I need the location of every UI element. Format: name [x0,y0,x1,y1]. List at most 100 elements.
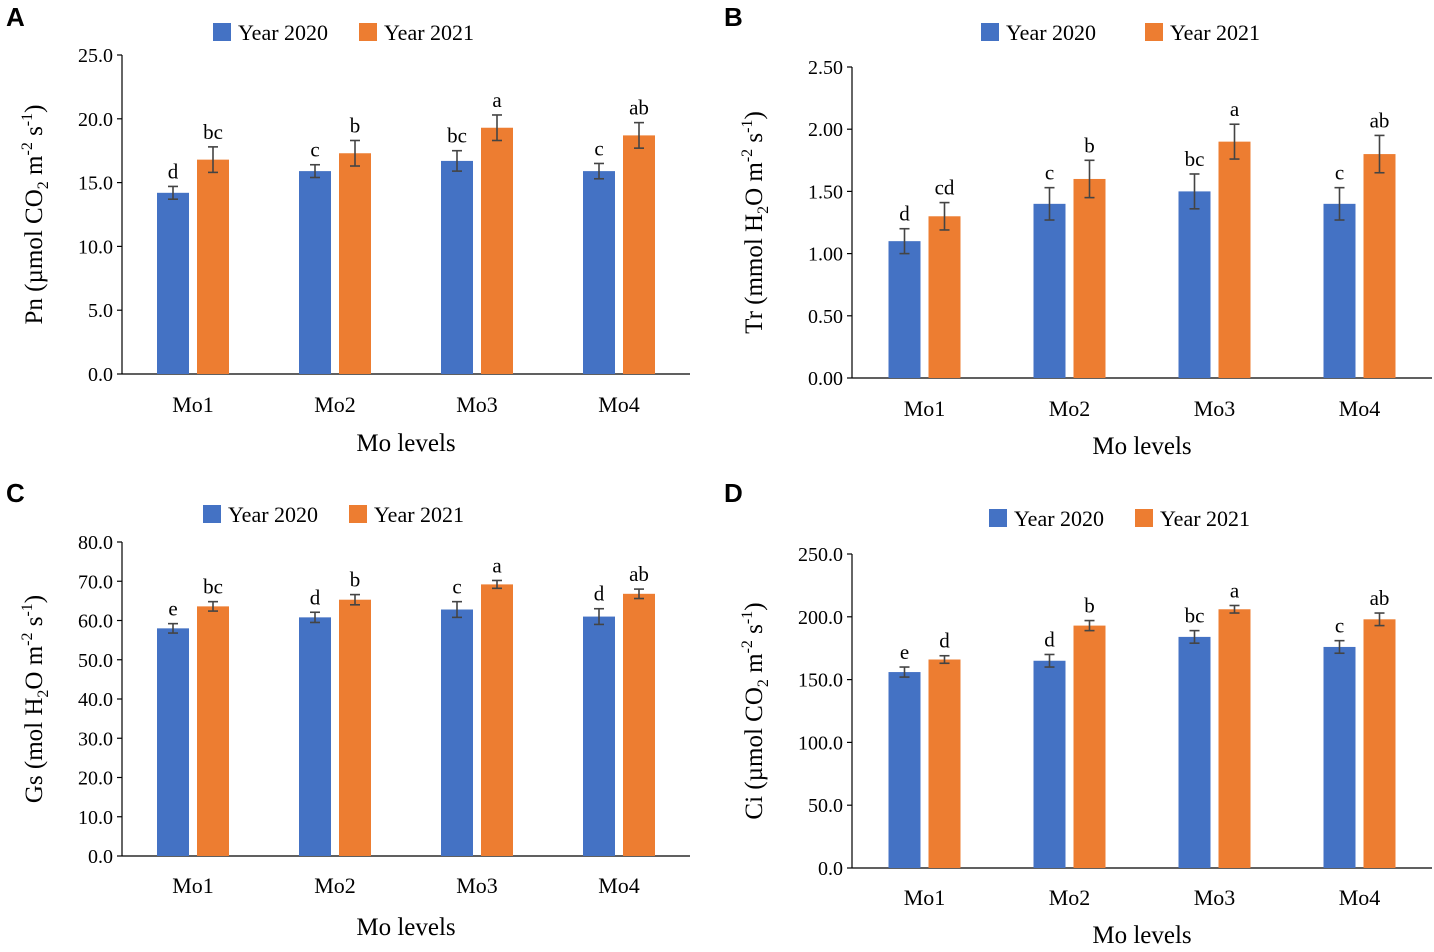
y-tick-label: 80.0 [78,532,113,554]
y-tick-label: 20.0 [78,768,113,790]
bar-2020 [441,609,473,856]
bar-2021 [339,599,371,856]
y-axis-title-script: 2 [755,679,772,687]
x-category-label: Mo1 [172,873,214,898]
x-category-label: Mo2 [314,873,356,898]
significance-letter: b [350,568,361,592]
y-tick-label: 10.0 [78,807,113,829]
panel-c: C Year 2020 Year 2021 0.0 10.0 20.0 30.0 40.0 50… [6,478,690,941]
significance-letter: c [310,138,319,162]
bar-2020 [1033,660,1066,868]
x-category-label: Mo4 [1339,396,1381,421]
y-axis-title-script: -1 [19,603,36,616]
significance-letter: ab [1370,108,1390,132]
legend-label: Year 2020 [1006,20,1096,45]
significance-letter: c [452,575,461,599]
y-tick-label: 2.00 [808,119,843,141]
bar-2020 [299,171,331,374]
y-tick-label: 0.50 [808,306,843,328]
significance-letter: ab [629,562,649,586]
y-axis-title-part: Pn (µmol CO [21,189,48,324]
bar-2021 [623,135,655,374]
y-tick-label: 20.0 [78,109,113,131]
y-tick-label: 200.0 [798,607,843,629]
x-category-label: Mo2 [314,392,356,417]
panel-d: D Year 2020 Year 2021 0.0 50.0 100.0 150.0 200.… [724,478,1432,949]
y-axis-title-script: -1 [739,120,756,133]
bar-2020 [888,672,921,868]
y-tick-label: 60.0 [78,611,113,633]
x-axis-title: Mo levels [356,430,455,457]
panel-letter: A [6,2,25,32]
y-tick-label: 10.0 [78,236,113,258]
y-axis-title-script: -2 [739,149,756,162]
significance-letter: d [899,202,910,226]
legend-swatch-2020 [989,509,1007,527]
bar-2021 [197,606,229,856]
y-axis-title-part: O m [741,162,768,206]
bar-2021 [928,216,961,378]
y-axis-title-part: Gs (mol H [21,698,48,804]
y-axis-title-part: ) [21,105,48,113]
y-axis-title-part: s [741,624,768,640]
panel-b: B Year 2020 Year 2021 0.00 0.50 1.00 1.50 2.00 2… [724,2,1432,460]
y-tick-label: 100.0 [798,732,843,754]
x-category-label: Mo1 [904,885,946,910]
bar-2021 [623,593,655,856]
y-tick-label: 150.0 [798,670,843,692]
bar-2021 [339,153,371,374]
bar-2020 [583,171,615,374]
x-axis-title: Mo levels [1092,433,1191,460]
x-category-label: Mo1 [904,396,946,421]
y-axis-title-part: s [21,617,48,633]
bar-2021 [481,127,513,375]
y-axis-title-part: Ci (µmol CO [741,687,768,819]
y-tick-label: 250.0 [798,544,843,566]
y-axis-title-part: O m [21,645,48,689]
legend-swatch-2020 [213,23,231,41]
legend-swatch-2021 [349,505,367,523]
y-axis-title: Ci (µmol CO2 m-2 s-1) [739,602,772,819]
y-tick-label: 1.00 [808,244,843,266]
y-axis-title-part: m [741,653,768,679]
y-axis-title-script: -2 [19,142,36,155]
significance-letter: c [1335,614,1344,638]
significance-letter: a [492,553,502,577]
legend-swatch-2021 [359,23,377,41]
y-axis-title: Gs (mol H2O m-2 s-1) [19,595,52,803]
y-axis-title-part: ) [741,111,768,119]
panel-letter: D [724,478,743,508]
x-category-label: Mo4 [598,873,640,898]
x-category-label: Mo3 [456,873,498,898]
bar-2021 [197,159,229,374]
y-axis-title-script: -2 [739,640,756,653]
bar-2020 [1178,191,1211,378]
bar-2020 [583,616,615,856]
bar-2021 [1363,154,1396,378]
y-tick-label: 5.0 [88,300,113,322]
significance-letter: bc [203,120,223,144]
y-axis-title-part: ) [21,595,48,603]
bar-2021 [481,584,513,856]
significance-letter: a [492,88,502,112]
y-axis-title: Pn (µmol CO2 m-2 s-1) [19,105,52,325]
x-category-label: Mo3 [1194,396,1236,421]
x-category-label: Mo3 [1194,885,1236,910]
significance-letter: bc [447,124,467,148]
y-tick-label: 0.0 [88,846,113,868]
significance-letter: c [1045,161,1054,185]
bar-2021 [1073,178,1106,378]
panel-a: A Year 2020 Year 2021 0.0 5.0 10.0 15.0 20.0 25.… [6,2,690,457]
legend-label: Year 2020 [228,502,318,527]
bar-2020 [1323,203,1356,378]
legend-swatch-2021 [1135,509,1153,527]
significance-letter: bc [1185,604,1205,628]
y-tick-label: 50.0 [78,650,113,672]
significance-letter: b [350,113,361,137]
legend-swatch-2020 [981,23,999,41]
bar-2021 [1218,141,1251,378]
legend-label: Year 2021 [374,502,464,527]
significance-letter: c [594,136,603,160]
y-tick-label: 30.0 [78,728,113,750]
